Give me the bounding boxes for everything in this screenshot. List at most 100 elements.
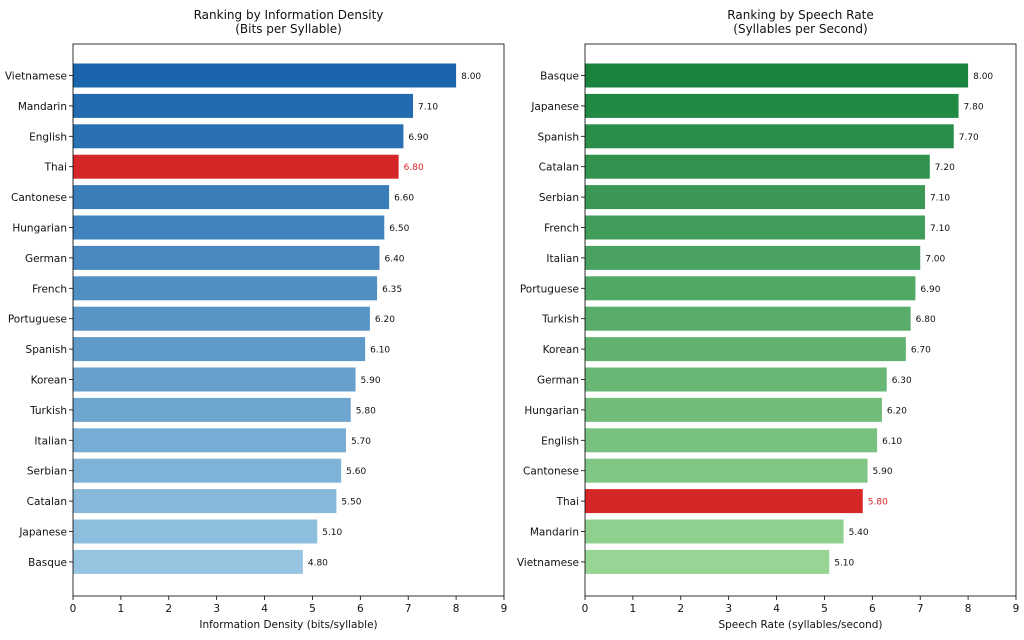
value-label: 6.10: [370, 346, 390, 356]
x-tick-label: 3: [725, 603, 732, 615]
information-density-chart: Ranking by Information Density(Bits per …: [5, 8, 508, 631]
bar-japanese: [585, 93, 959, 118]
x-tick-label: 6: [357, 603, 364, 615]
value-label: 7.10: [418, 102, 438, 112]
x-tick-label: 1: [118, 603, 125, 615]
category-label: Cantonese: [523, 466, 579, 478]
bar-german: [585, 367, 887, 392]
bar-italian: [73, 428, 346, 453]
category-label: English: [29, 131, 67, 143]
category-label: Hungarian: [12, 223, 67, 235]
bar-catalan: [585, 154, 930, 179]
x-tick-label: 7: [405, 603, 412, 615]
category-label: Portuguese: [520, 283, 579, 295]
value-label: 6.90: [920, 285, 940, 295]
category-label: Spanish: [26, 344, 67, 356]
bar-hungarian: [585, 397, 882, 422]
chart-subtitle: (Bits per Syllable): [235, 22, 342, 36]
category-label: Turkish: [541, 314, 579, 326]
x-axis-label: Information Density (bits/syllable): [199, 619, 377, 631]
speech-rate-chart: Ranking by Speech Rate(Syllables per Sec…: [517, 8, 1020, 631]
category-label: Portuguese: [8, 314, 67, 326]
value-label: 6.20: [887, 406, 907, 416]
value-label: 5.40: [849, 528, 869, 538]
bar-basque: [73, 549, 303, 574]
bar-thai: [73, 154, 399, 179]
bar-mandarin: [585, 519, 844, 544]
value-label: 6.60: [394, 194, 414, 204]
value-label: 6.40: [384, 254, 404, 264]
bar-basque: [585, 63, 969, 88]
bar-hungarian: [73, 215, 385, 240]
bar-vietnamese: [585, 549, 830, 574]
x-tick-label: 6: [869, 603, 876, 615]
x-tick-label: 5: [309, 603, 316, 615]
chart-subtitle: (Syllables per Second): [733, 22, 867, 36]
bar-serbian: [585, 185, 926, 210]
value-label: 6.30: [892, 376, 912, 386]
value-label: 7.80: [964, 102, 984, 112]
bar-english: [585, 428, 878, 453]
bar-korean: [73, 367, 356, 392]
category-label: Korean: [543, 344, 579, 356]
value-label: 5.60: [346, 467, 366, 477]
value-label: 6.90: [408, 133, 428, 143]
category-label: Korean: [31, 375, 67, 387]
category-label: German: [25, 253, 67, 265]
plot-frame: [72, 43, 505, 597]
category-label: Turkish: [29, 405, 67, 417]
category-label: English: [541, 435, 579, 447]
bar-cantonese: [73, 185, 390, 210]
x-tick-label: 3: [213, 603, 220, 615]
value-label: 6.80: [404, 163, 424, 173]
category-label: Serbian: [27, 466, 67, 478]
value-label: 6.35: [382, 285, 402, 295]
chart-title: Ranking by Information Density: [194, 8, 384, 22]
value-label: 5.50: [341, 498, 361, 508]
x-tick-label: 9: [1013, 603, 1020, 615]
category-label: Hungarian: [524, 405, 579, 417]
bar-french: [585, 215, 926, 240]
category-label: Basque: [540, 71, 579, 83]
x-tick-label: 0: [70, 603, 77, 615]
category-label: Vietnamese: [5, 71, 67, 83]
value-label: 5.70: [351, 437, 371, 447]
bar-mandarin: [73, 93, 414, 118]
x-axis-label: Speech Rate (syllables/second): [718, 619, 882, 631]
value-label: 6.70: [911, 346, 931, 356]
bar-vietnamese: [73, 63, 457, 88]
category-label: French: [544, 223, 579, 235]
bar-cantonese: [585, 458, 868, 483]
category-label: Basque: [28, 557, 67, 569]
bar-catalan: [73, 489, 337, 514]
x-tick-label: 8: [453, 603, 460, 615]
bar-german: [73, 245, 380, 270]
value-label: 4.80: [308, 558, 328, 568]
value-label: 5.10: [322, 528, 342, 538]
category-label: Mandarin: [18, 101, 67, 113]
bar-english: [73, 124, 404, 149]
bar-korean: [585, 337, 906, 362]
category-label: Catalan: [539, 162, 579, 174]
category-label: Vietnamese: [517, 557, 579, 569]
chart-title: Ranking by Speech Rate: [727, 8, 873, 22]
bar-portuguese: [73, 306, 370, 331]
category-label: Italian: [34, 435, 67, 447]
plot-frame: [584, 43, 1017, 597]
value-label: 5.80: [356, 406, 376, 416]
bar-spanish: [585, 124, 954, 149]
bar-turkish: [585, 306, 911, 331]
category-label: Spanish: [538, 131, 579, 143]
value-label: 5.80: [868, 498, 888, 508]
category-label: Mandarin: [530, 527, 579, 539]
bar-thai: [585, 489, 863, 514]
value-label: 7.00: [925, 254, 945, 264]
value-label: 7.20: [935, 163, 955, 173]
value-label: 8.00: [461, 72, 481, 82]
bar-italian: [585, 245, 921, 270]
category-label: Thai: [556, 496, 579, 508]
value-label: 5.90: [361, 376, 381, 386]
value-label: 6.80: [916, 315, 936, 325]
x-tick-label: 5: [821, 603, 828, 615]
value-label: 7.10: [930, 194, 950, 204]
